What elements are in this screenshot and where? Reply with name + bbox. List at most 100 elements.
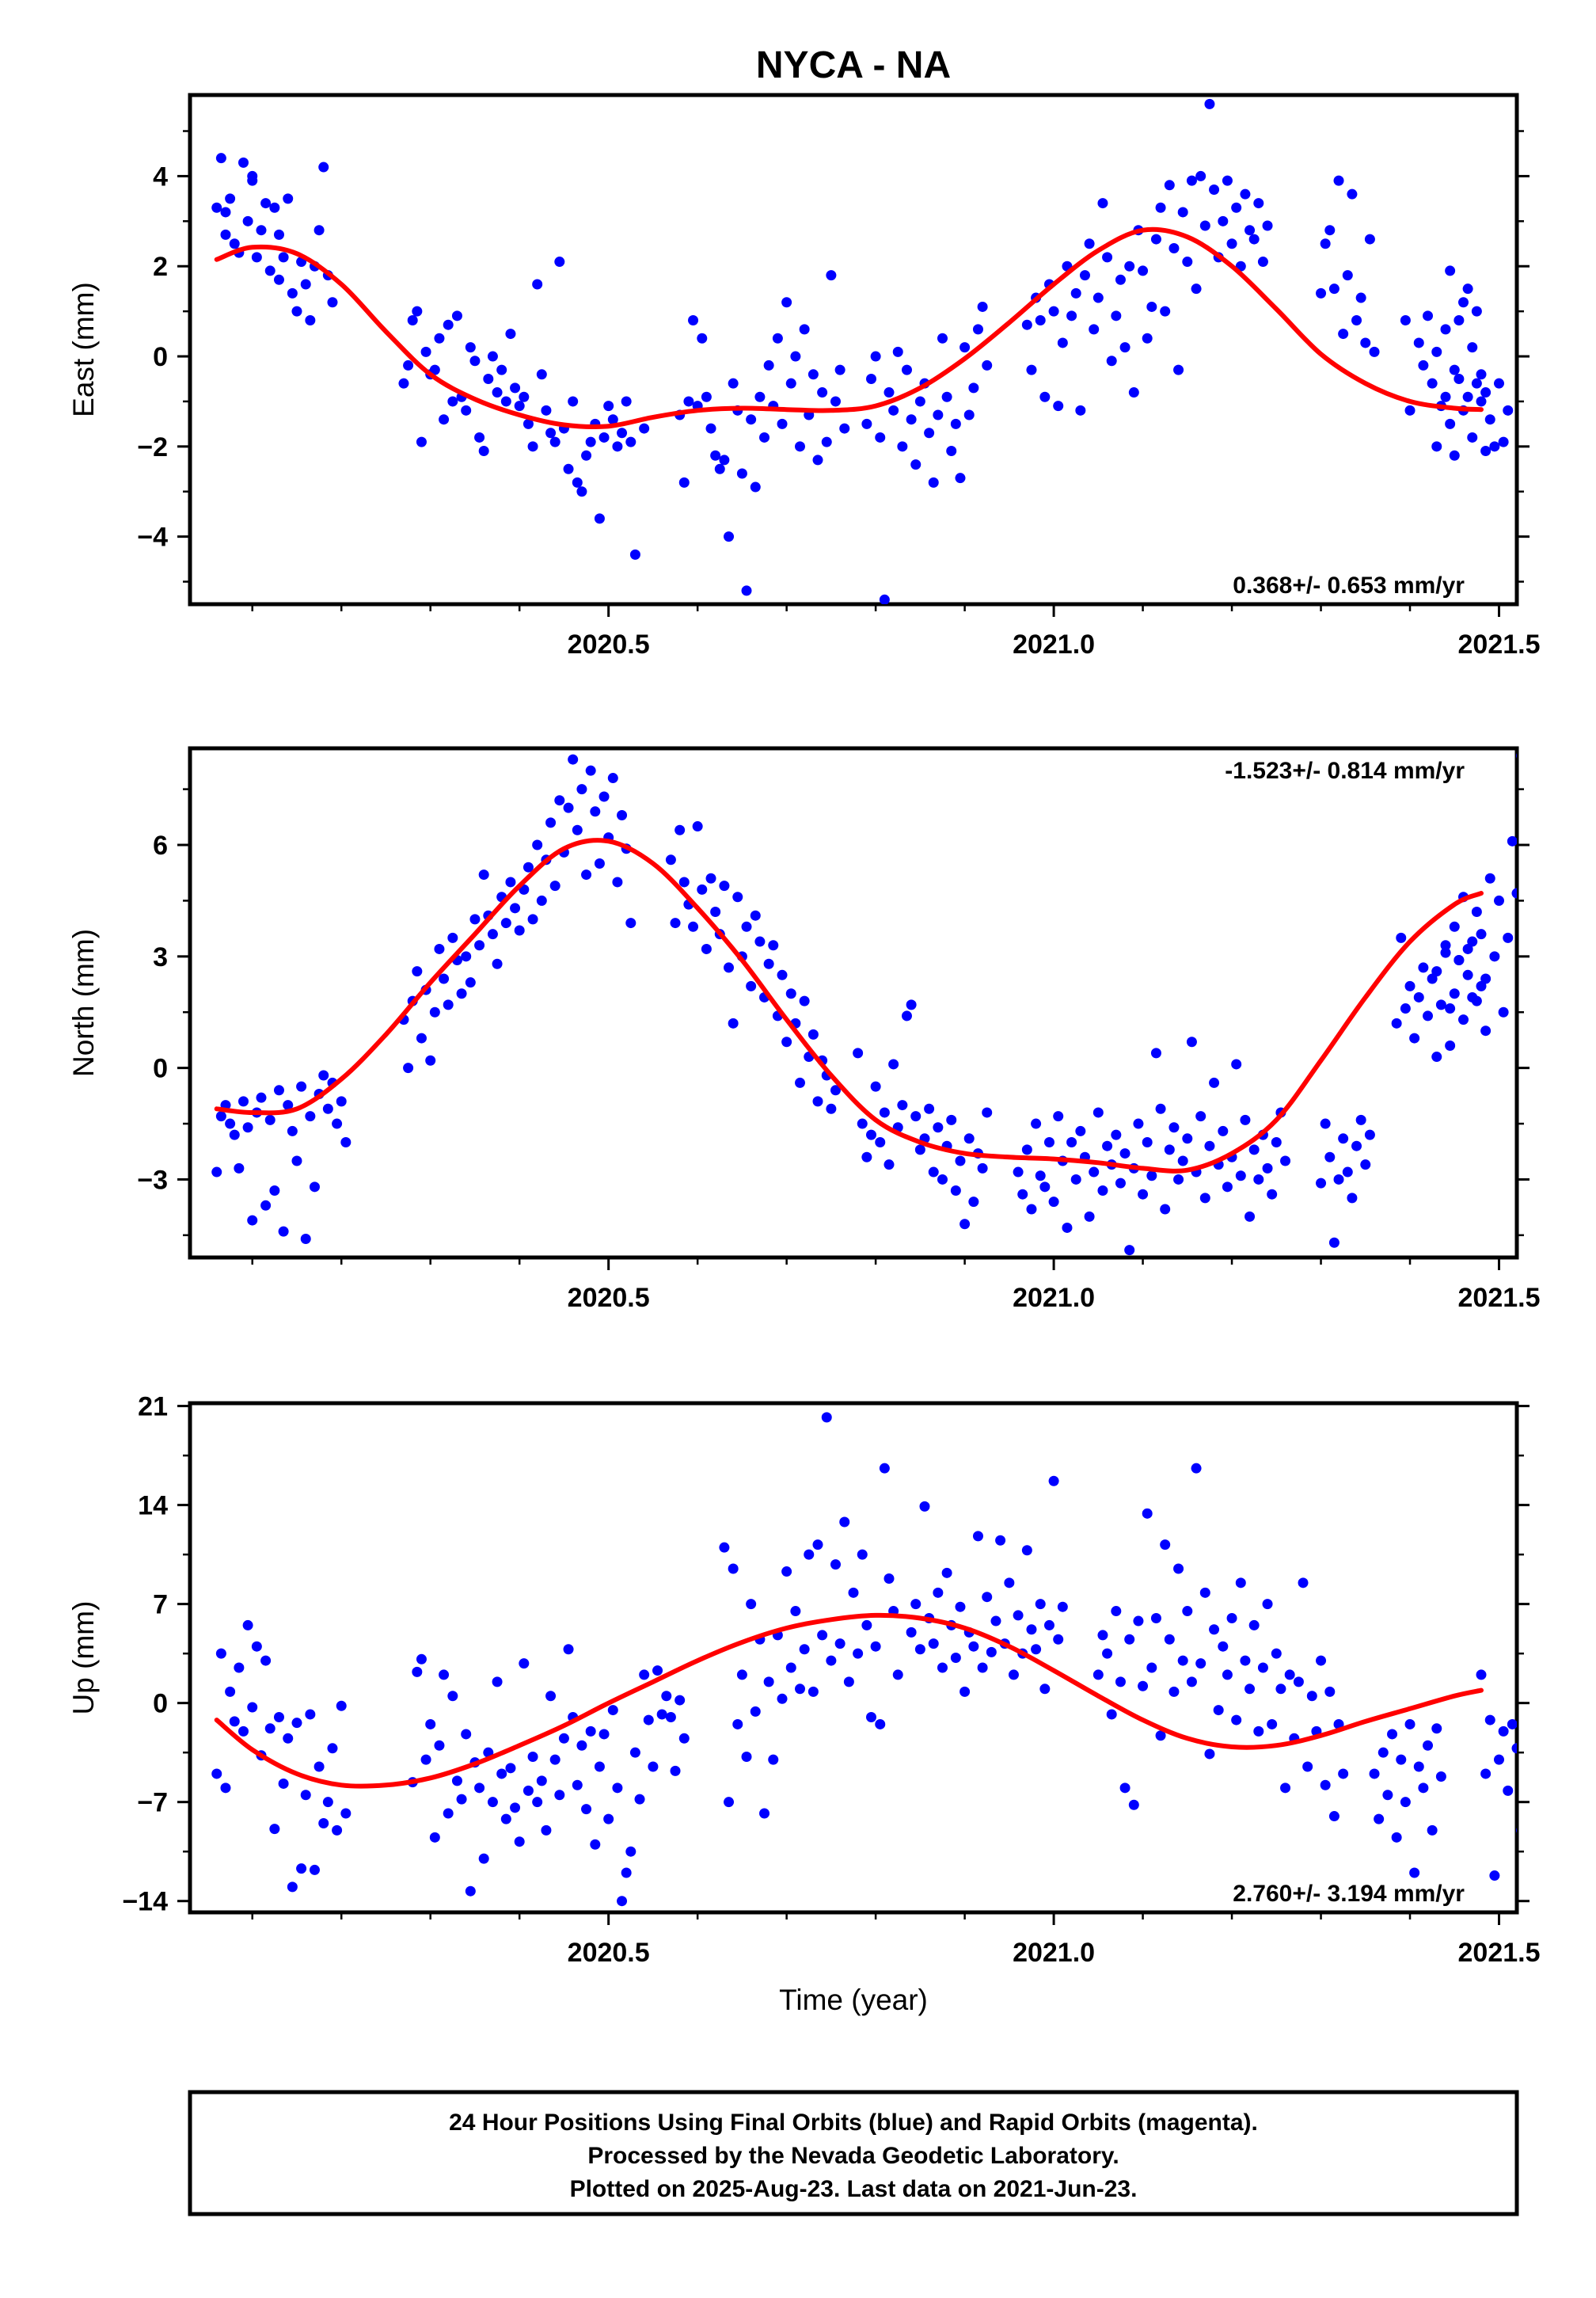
data-point [273, 1712, 284, 1723]
data-point [1092, 1107, 1104, 1118]
data-point [968, 1641, 979, 1652]
data-point [697, 884, 708, 895]
data-point [234, 1662, 245, 1673]
data-point [590, 1839, 601, 1850]
data-point [937, 333, 948, 344]
data-point [549, 1754, 560, 1765]
data-point [598, 791, 610, 802]
data-point [447, 932, 458, 943]
data-points [211, 98, 1514, 604]
model-curve [214, 838, 1484, 1174]
data-point [300, 1790, 311, 1801]
y-axis-label: Up (mm) [67, 1601, 100, 1715]
data-point [1320, 1118, 1331, 1129]
data-point [870, 1081, 881, 1092]
data-point [1489, 1870, 1500, 1881]
data-point [1013, 1610, 1024, 1621]
data-point [1498, 1725, 1509, 1737]
data-point [1404, 1718, 1416, 1729]
data-point [1089, 1166, 1100, 1178]
data-point [1347, 188, 1358, 200]
data-point [861, 1619, 872, 1630]
data-point [941, 391, 952, 402]
data-point [247, 175, 258, 186]
data-point [875, 432, 886, 443]
data-point [603, 401, 614, 412]
data-point [429, 364, 440, 375]
data-point [1257, 1662, 1268, 1673]
data-point [732, 892, 743, 903]
data-point [554, 795, 565, 806]
data-point [781, 297, 792, 308]
data-point [670, 1765, 681, 1776]
data-point [1409, 1867, 1420, 1878]
data-point [576, 486, 587, 497]
data-point [1021, 319, 1032, 330]
data-point [1347, 1193, 1358, 1204]
data-point [901, 364, 912, 375]
data-point [1026, 364, 1037, 375]
data-point [986, 1646, 997, 1657]
data-point [1404, 405, 1416, 416]
data-point [1119, 342, 1130, 353]
data-point [465, 1885, 476, 1897]
rate-annotation: 0.368+/- 0.653 mm/yr [1233, 573, 1465, 599]
data-point [1271, 1648, 1282, 1659]
data-point [469, 914, 481, 925]
data-point [594, 513, 605, 524]
data-point [1489, 951, 1500, 962]
data-point [1534, 1748, 1545, 1758]
data-point [514, 925, 525, 936]
data-point [487, 1797, 498, 1808]
data-point [1199, 1193, 1210, 1204]
data-point [950, 418, 961, 429]
data-point [777, 418, 788, 429]
data-point [1257, 257, 1268, 268]
data-point [554, 1790, 565, 1801]
data-point [398, 378, 409, 389]
data-point [1244, 1684, 1256, 1695]
x-tick-label: 2021.5 [1458, 1938, 1541, 1968]
data-point [1204, 1748, 1215, 1760]
data-point [1423, 1010, 1434, 1022]
data-point [322, 1103, 333, 1114]
data-point [643, 1714, 654, 1725]
data-point [416, 1033, 427, 1044]
data-point [656, 1709, 667, 1720]
data-point [607, 1705, 618, 1716]
data-point [1262, 1599, 1273, 1610]
data-point [914, 1644, 925, 1655]
data-point [990, 1615, 1001, 1626]
data-point [434, 333, 445, 344]
data-point [1382, 1790, 1393, 1801]
data-point [225, 1118, 236, 1129]
data-point [327, 297, 338, 308]
data-point [1328, 1237, 1340, 1248]
data-point [1053, 1634, 1064, 1645]
data-point [229, 238, 240, 249]
data-point [808, 1029, 819, 1040]
data-point [242, 1122, 253, 1133]
data-point [581, 869, 592, 881]
data-points [211, 753, 1517, 1256]
x-tick-label: 2020.5 [568, 1938, 650, 1968]
data-point [1494, 378, 1505, 389]
data-point [977, 1162, 988, 1174]
data-point [434, 943, 445, 954]
data-point [572, 1779, 583, 1790]
data-point [960, 342, 971, 353]
data-point [1053, 401, 1064, 412]
data-point [510, 382, 521, 394]
data-point [875, 1718, 886, 1729]
data-point [1476, 369, 1487, 380]
data-point [888, 1059, 899, 1070]
data-point [278, 1226, 289, 1237]
data-point [768, 940, 779, 951]
data-point [1435, 999, 1446, 1010]
data-point [1503, 932, 1514, 943]
data-point [1142, 1137, 1153, 1148]
data-point [429, 1006, 440, 1018]
data-point [425, 1055, 436, 1066]
data-point [1092, 1669, 1104, 1680]
data-point [287, 1125, 298, 1136]
